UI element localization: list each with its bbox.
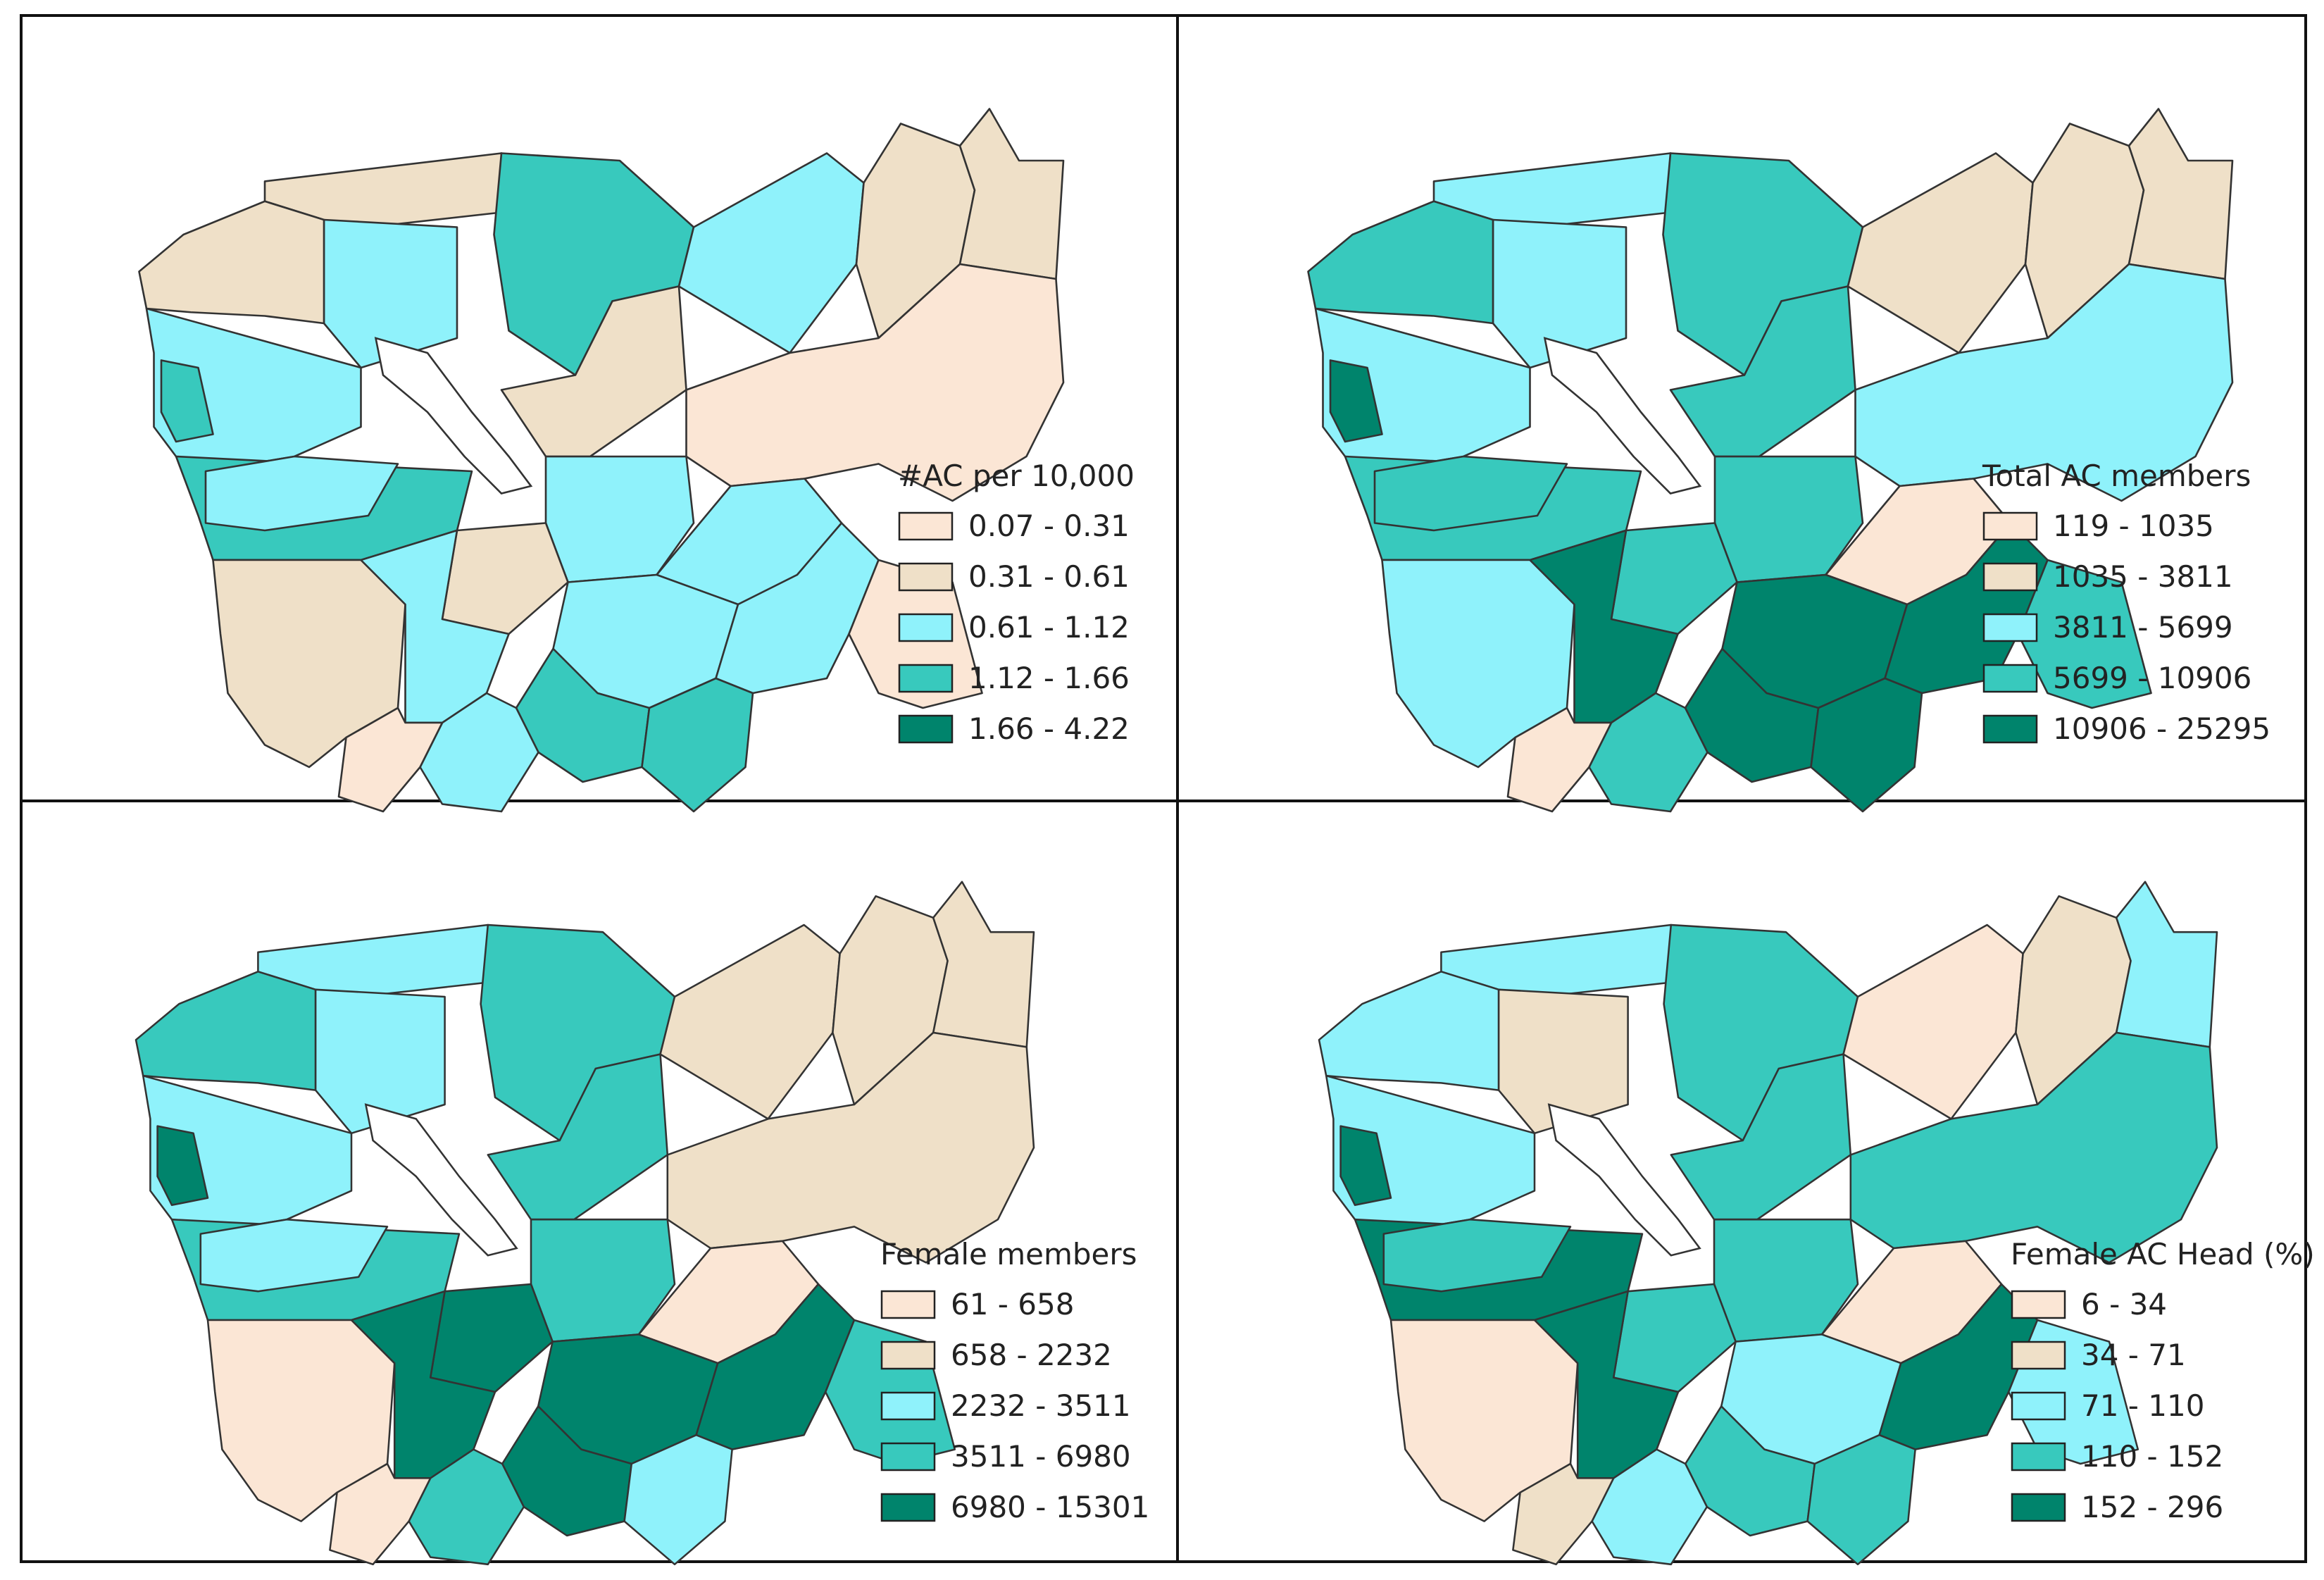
legend-swatch-1 bbox=[880, 1290, 936, 1319]
province-9 bbox=[958, 108, 1065, 280]
province-10 bbox=[1339, 1125, 1392, 1207]
legend-label-4: 110 - 152 bbox=[2081, 1439, 2223, 1474]
legend-swatch-2 bbox=[1982, 562, 2038, 592]
province-map bbox=[135, 881, 1035, 1566]
tonle-sap-lake bbox=[374, 337, 533, 494]
province-23 bbox=[641, 677, 754, 813]
province-10 bbox=[1329, 359, 1383, 443]
province-3 bbox=[1307, 200, 1494, 325]
legend-swatch-3 bbox=[898, 613, 954, 642]
legend-swatch-1 bbox=[898, 511, 954, 541]
legend-swatch-4 bbox=[880, 1442, 936, 1472]
province-11 bbox=[1373, 455, 1568, 532]
map-legend: Total AC members 119 - 1035 1035 - 3811 381… bbox=[1982, 459, 2270, 746]
legend-swatch-4 bbox=[2011, 1442, 2066, 1472]
province-18 bbox=[2017, 559, 2152, 709]
tonle-sap-lake bbox=[364, 1103, 518, 1257]
province-23 bbox=[1806, 1433, 1916, 1566]
map-legend: Female members 61 - 658 658 - 2232 2232 - 3… bbox=[880, 1237, 1149, 1524]
legend-label-4: 5699 - 10906 bbox=[2053, 661, 2251, 695]
province-map bbox=[1318, 881, 2218, 1566]
province-24 bbox=[1506, 707, 1613, 813]
map-panel-4: Female AC Head (%) 6 - 34 34 - 71 71 - 110 1… bbox=[1318, 881, 2315, 1566]
province-3 bbox=[1318, 971, 1500, 1091]
legend-label-3: 2232 - 3511 bbox=[951, 1388, 1131, 1423]
tonle-sap-lake bbox=[1543, 337, 1702, 494]
legend-title: Female members bbox=[880, 1237, 1137, 1271]
legend-swatch-3 bbox=[1982, 613, 2038, 642]
legend-swatch-5 bbox=[1982, 714, 2038, 744]
map-panel-3: Female members 61 - 658 658 - 2232 2232 - 3… bbox=[135, 881, 1149, 1566]
legend-label-1: 119 - 1035 bbox=[2053, 509, 2214, 543]
legend-swatch-4 bbox=[898, 664, 954, 693]
province-22 bbox=[408, 1448, 525, 1566]
province-22 bbox=[1591, 1448, 1708, 1566]
legend-swatch-3 bbox=[2011, 1391, 2066, 1421]
province-11 bbox=[1382, 1218, 1572, 1293]
province-10 bbox=[156, 1125, 209, 1207]
legend-label-3: 3811 - 5699 bbox=[2053, 610, 2233, 645]
province-11 bbox=[199, 1218, 389, 1293]
legend-label-4: 1.12 - 1.66 bbox=[968, 661, 1130, 695]
province-3 bbox=[135, 971, 317, 1091]
legend-title: #AC per 10,000 bbox=[898, 459, 1135, 493]
legend-label-5: 152 - 296 bbox=[2081, 1490, 2223, 1524]
legend-title: Total AC members bbox=[1982, 459, 2251, 493]
province-9 bbox=[932, 881, 1035, 1048]
legend-label-3: 0.61 - 1.12 bbox=[968, 610, 1130, 645]
province-22 bbox=[1588, 692, 1708, 813]
province-3 bbox=[138, 200, 325, 325]
province-9 bbox=[2115, 881, 2218, 1048]
legend-swatch-5 bbox=[898, 714, 954, 744]
province-11 bbox=[204, 455, 399, 532]
legend-swatch-4 bbox=[1982, 664, 2038, 693]
province-9 bbox=[2128, 108, 2234, 280]
province-24 bbox=[337, 707, 444, 813]
legend-label-4: 3511 - 6980 bbox=[951, 1439, 1131, 1474]
province-23 bbox=[1810, 677, 1923, 813]
province-24 bbox=[1512, 1462, 1615, 1566]
legend-swatch-2 bbox=[2011, 1340, 2066, 1370]
map-panel-1: #AC per 10,000 0.07 - 0.31 0.31 - 0.61 0.61… bbox=[138, 108, 1135, 813]
legend-label-1: 0.07 - 0.31 bbox=[968, 509, 1130, 543]
legend-label-2: 0.31 - 0.61 bbox=[968, 559, 1130, 594]
legend-swatch-2 bbox=[898, 562, 954, 592]
legend-swatch-1 bbox=[1982, 511, 2038, 541]
legend-label-1: 61 - 658 bbox=[951, 1287, 1074, 1321]
map-panel-2: Total AC members 119 - 1035 1035 - 3811 381… bbox=[1307, 108, 2270, 813]
legend-label-5: 6980 - 15301 bbox=[951, 1490, 1149, 1524]
legend-label-2: 1035 - 3811 bbox=[2053, 559, 2233, 594]
legend-swatch-5 bbox=[2011, 1493, 2066, 1522]
legend-label-2: 34 - 71 bbox=[2081, 1338, 2186, 1372]
legend-label-3: 71 - 110 bbox=[2081, 1388, 2204, 1423]
legend-swatch-1 bbox=[2011, 1290, 2066, 1319]
map-legend: #AC per 10,000 0.07 - 0.31 0.31 - 0.61 0.61… bbox=[898, 459, 1135, 746]
province-map bbox=[138, 108, 1065, 813]
legend-label-2: 658 - 2232 bbox=[951, 1338, 1112, 1372]
legend-label-5: 1.66 - 4.22 bbox=[968, 711, 1130, 746]
legend-title: Female AC Head (%) bbox=[2011, 1237, 2315, 1271]
legend-swatch-2 bbox=[880, 1340, 936, 1370]
legend-label-1: 6 - 34 bbox=[2081, 1287, 2167, 1321]
legend-label-5: 10906 - 25295 bbox=[2053, 711, 2270, 746]
legend-swatch-3 bbox=[880, 1391, 936, 1421]
province-24 bbox=[329, 1462, 432, 1566]
province-22 bbox=[419, 692, 539, 813]
province-10 bbox=[160, 359, 214, 443]
tonle-sap-lake bbox=[1547, 1103, 1701, 1257]
province-23 bbox=[623, 1433, 733, 1566]
map-legend: Female AC Head (%) 6 - 34 34 - 71 71 - 110 1… bbox=[2011, 1237, 2315, 1524]
province-map bbox=[1307, 108, 2234, 813]
legend-swatch-5 bbox=[880, 1493, 936, 1522]
